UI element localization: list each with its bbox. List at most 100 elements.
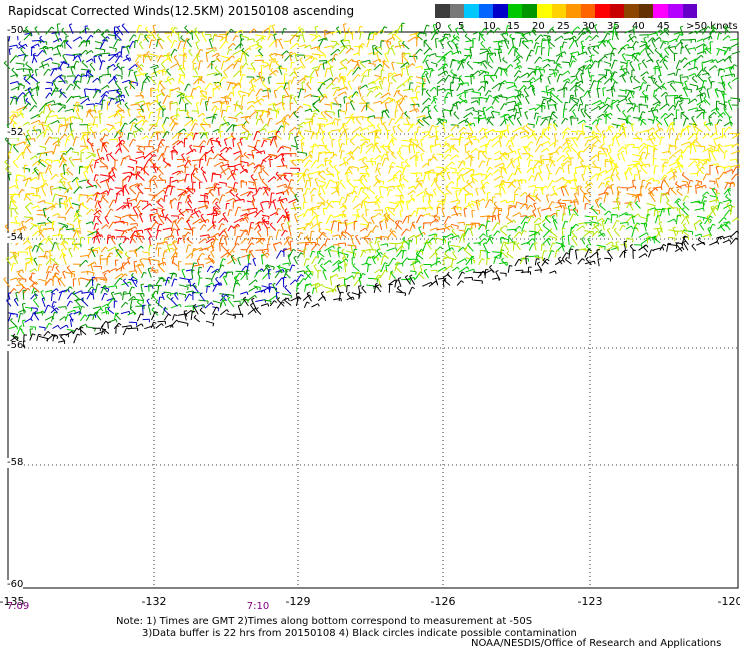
wind-barb	[116, 103, 120, 107]
wind-vector	[170, 117, 177, 126]
wind-vector	[527, 159, 531, 168]
wind-vector	[545, 86, 549, 96]
wind-vector	[94, 41, 103, 44]
wind-vector	[702, 147, 712, 153]
wind-barb	[376, 51, 380, 54]
wind-barb	[635, 132, 639, 136]
wind-vector	[372, 76, 381, 85]
wind-barb	[623, 127, 627, 129]
wind-vector	[619, 89, 627, 92]
wind-vector	[488, 55, 494, 63]
wind-barb	[116, 113, 119, 117]
wind-barb	[41, 159, 45, 163]
wind-vector	[663, 118, 669, 127]
wind-vector	[582, 123, 584, 134]
wind-vector	[267, 108, 269, 118]
wind-barb	[25, 43, 28, 48]
wind-vector	[640, 166, 648, 174]
wind-barb	[316, 46, 320, 50]
wind-vector	[255, 88, 262, 97]
wind-vector	[324, 158, 327, 166]
wind-vector	[289, 42, 298, 50]
wind-barb	[652, 177, 655, 181]
wind-barb	[86, 179, 90, 183]
wind-vector	[302, 154, 312, 162]
wind-vector	[212, 128, 219, 133]
wind-vector	[638, 104, 648, 106]
legend-swatch	[507, 4, 523, 18]
wind-vector	[288, 111, 295, 119]
wind-vector	[268, 102, 275, 106]
wind-barb	[406, 116, 410, 119]
wind-barb	[298, 25, 302, 29]
wind-barb	[596, 34, 600, 38]
wind-barb	[613, 47, 617, 50]
wind-vector	[435, 132, 439, 140]
wind-vector	[372, 33, 375, 40]
wind-barb	[406, 61, 410, 65]
wind-barb	[609, 63, 612, 67]
wind-vector	[484, 172, 491, 181]
wind-barb	[415, 33, 418, 37]
wind-barb	[515, 54, 520, 58]
wind-vector	[241, 62, 247, 70]
wind-vector	[494, 162, 504, 168]
wind-barb	[522, 94, 524, 98]
wind-barb	[23, 85, 25, 89]
wind-vector	[562, 139, 569, 147]
wind-vector	[653, 90, 655, 98]
wind-vector	[94, 53, 102, 57]
wind-barb	[34, 105, 38, 108]
wind-barb	[438, 186, 442, 189]
wind-barb	[504, 38, 508, 41]
wind-barb	[133, 34, 137, 37]
wind-barb	[113, 126, 116, 130]
wind-vector	[100, 90, 108, 98]
wind-vector	[323, 30, 326, 40]
wind-vector	[592, 48, 600, 55]
wind-vector	[134, 100, 144, 104]
wind-vector	[556, 73, 561, 83]
wind-vector	[177, 32, 180, 41]
wind-vector	[617, 98, 626, 104]
wind-vector	[348, 167, 353, 175]
wind-vector	[407, 36, 416, 43]
wind-barb	[598, 173, 603, 176]
wind-vector	[171, 150, 173, 160]
wind-vector	[50, 102, 61, 106]
wind-vector	[653, 165, 656, 175]
wind-vector	[159, 141, 165, 147]
wind-barb	[64, 76, 66, 80]
wind-barb	[152, 163, 157, 166]
wind-vector	[611, 136, 615, 147]
wind-barb	[410, 82, 414, 84]
wind-vector	[72, 53, 81, 56]
wind-barb	[555, 72, 558, 76]
wind-vector	[478, 110, 485, 113]
wind-barb	[121, 23, 125, 26]
wind-barb	[540, 34, 544, 38]
wind-vector	[144, 28, 152, 34]
wind-barb	[379, 63, 383, 67]
wind-barb	[158, 173, 162, 177]
wind-vector	[101, 34, 109, 42]
wind-vector	[199, 145, 203, 154]
wind-vector	[365, 143, 373, 148]
wind-vector	[93, 56, 96, 64]
wind-barb	[461, 61, 465, 64]
wind-barb	[213, 182, 216, 186]
wind-barb	[703, 121, 707, 124]
wind-barb	[51, 82, 54, 86]
wind-vector	[34, 69, 38, 77]
wind-barb	[106, 179, 110, 182]
wind-barb	[92, 154, 95, 158]
wind-vector	[271, 25, 276, 35]
wind-vector	[314, 26, 318, 35]
wind-vector	[421, 162, 428, 168]
wind-barb	[587, 67, 591, 69]
wind-vector	[89, 64, 96, 71]
wind-vector	[41, 62, 45, 69]
wind-vector	[570, 75, 577, 78]
wind-barb	[488, 157, 492, 160]
wind-vector	[394, 116, 402, 125]
